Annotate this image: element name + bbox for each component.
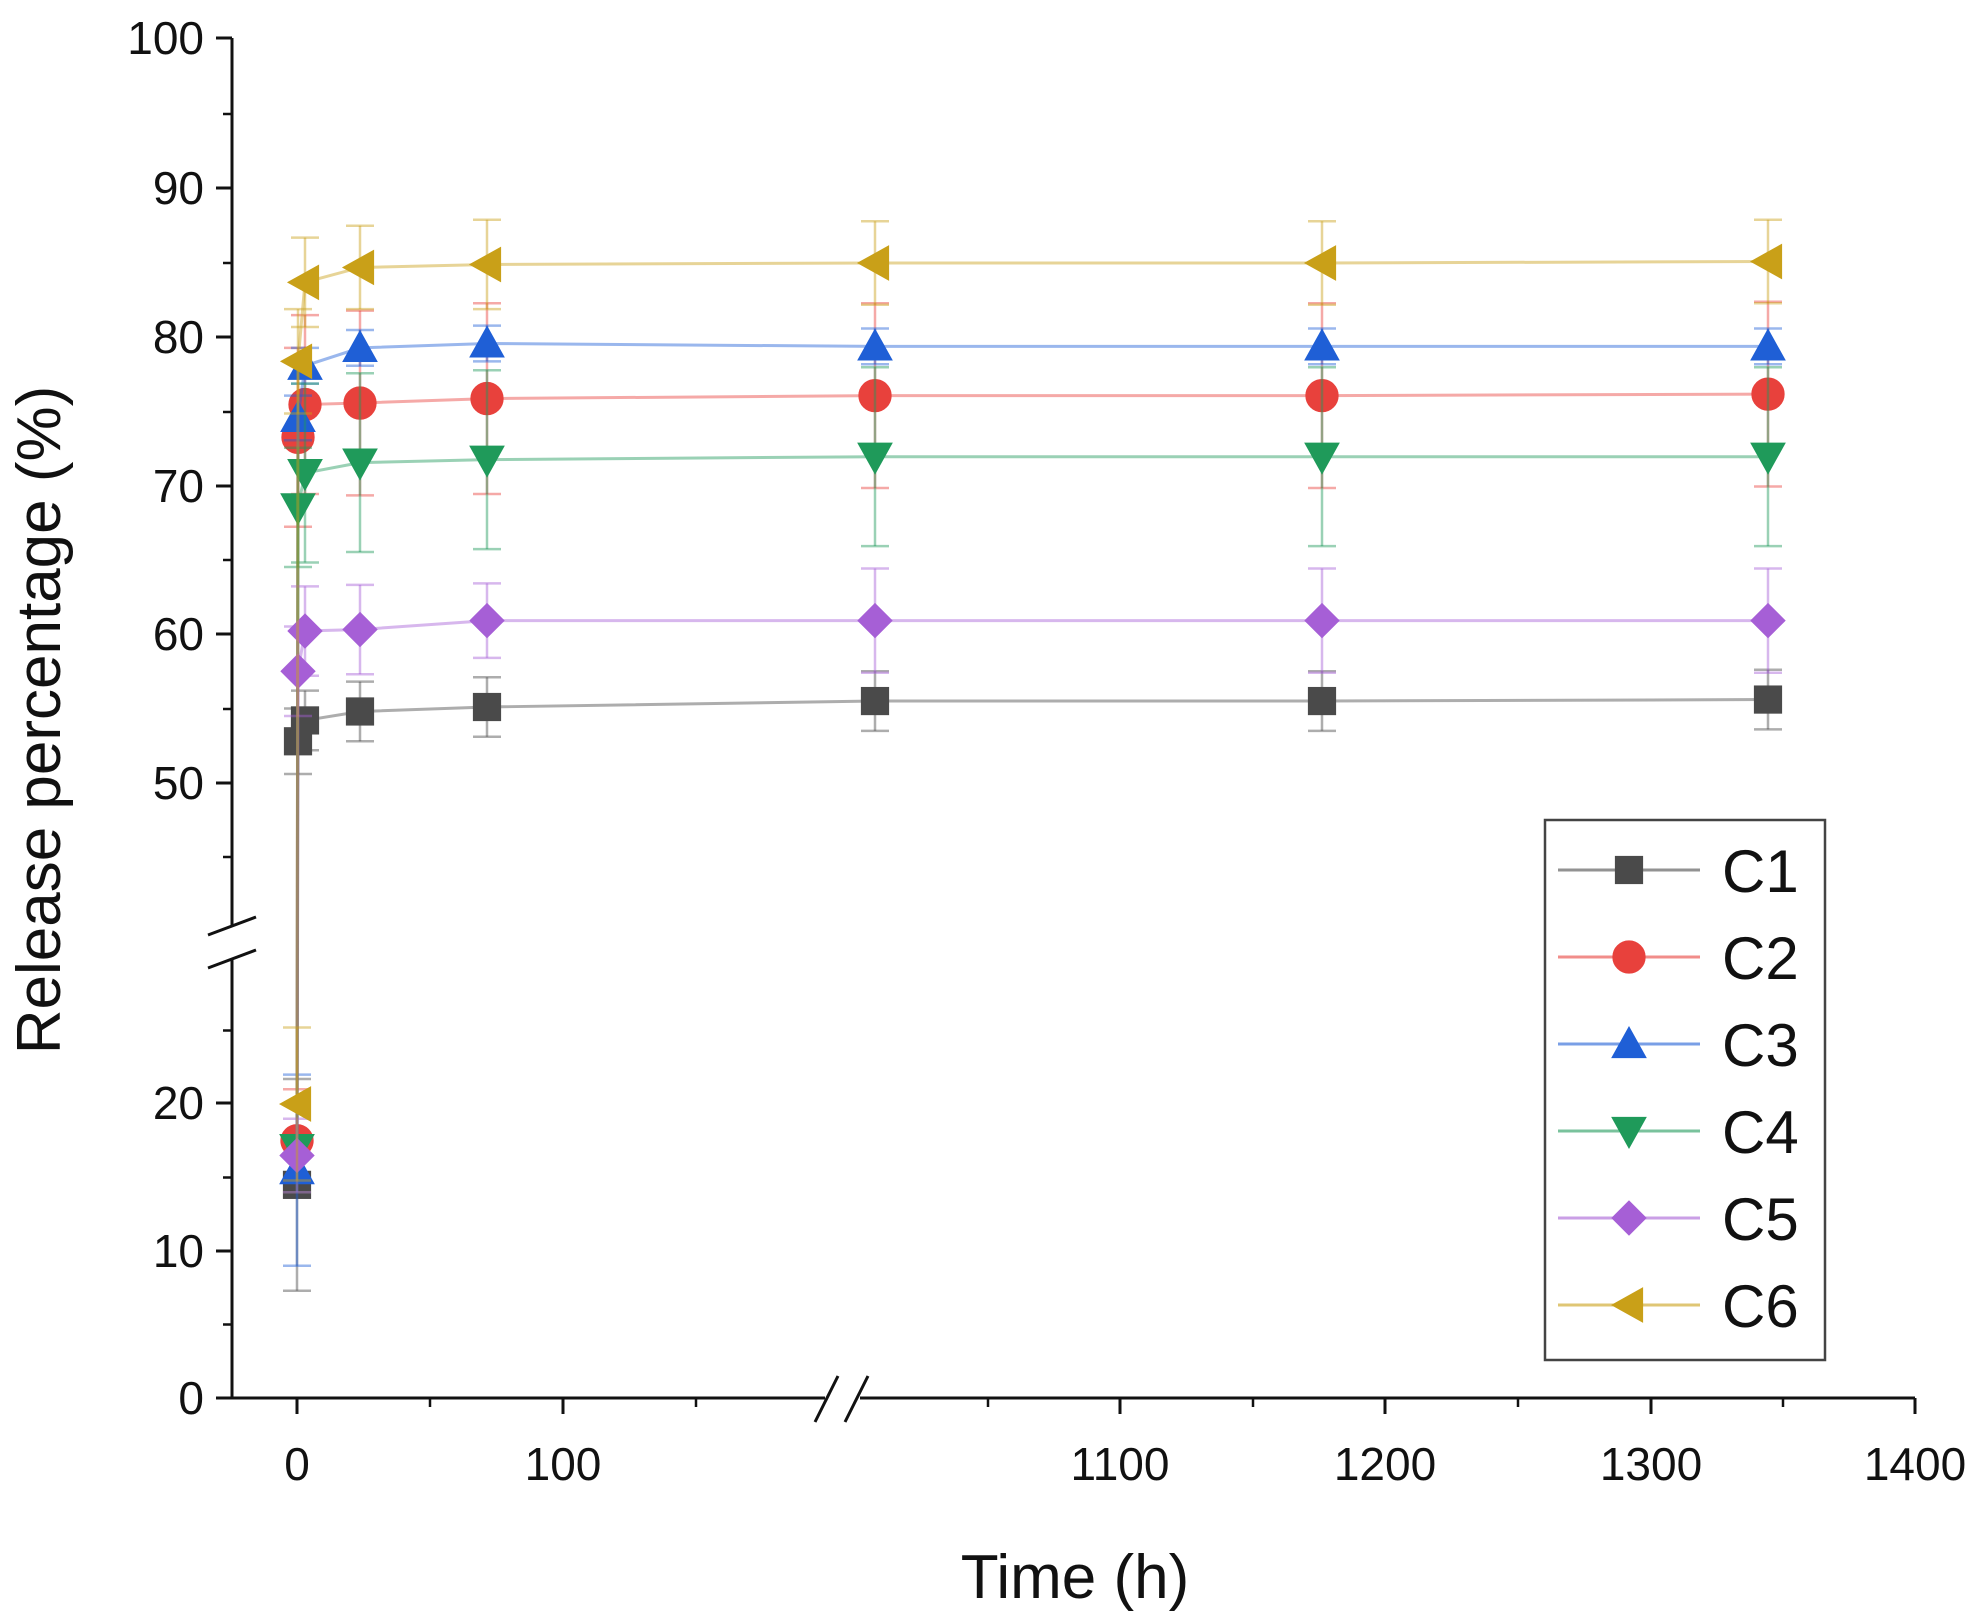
data-point [342, 329, 378, 363]
legend: C1 C2 C3 C4 C5 C6 [1543, 818, 1827, 1362]
series-c6 [278, 218, 1783, 1182]
series-c1 [282, 668, 1783, 1292]
x-tick-label: 1300 [1600, 1438, 1702, 1490]
series-c4 [279, 366, 1786, 1194]
y-tick-label: 90 [153, 162, 204, 214]
axes [230, 38, 1915, 1400]
legend-label: C2 [1722, 925, 1799, 992]
y-break-slash-1 [207, 915, 257, 937]
data-point [290, 706, 320, 735]
y-tick-label: 70 [153, 460, 204, 512]
y-tick-label: 50 [153, 757, 204, 809]
data-point [343, 386, 377, 420]
data-point [469, 325, 505, 358]
data-point [1753, 685, 1783, 714]
legend-marker [1610, 1287, 1644, 1323]
data-point [1304, 328, 1340, 361]
data-point [1305, 378, 1339, 413]
y-axis-title: Release percentage (%) [5, 386, 74, 1055]
data-point [469, 602, 505, 639]
data-point [279, 343, 313, 380]
data-point [280, 493, 316, 526]
data-point [278, 1086, 312, 1122]
data-point [469, 445, 505, 478]
x-tick-label: 1100 [1071, 1438, 1170, 1490]
data-point [860, 686, 890, 716]
legend-marker [1611, 1116, 1647, 1150]
axis-ticks: 0 10 20 50 60 70 80 90 100 0 100 1100 1200 1300 1400 [127, 12, 1966, 1490]
data-point [857, 442, 893, 475]
legend-item-c4: C4 [1558, 1099, 1799, 1166]
data-point [287, 458, 323, 492]
legend-item-c1: C1 [1558, 838, 1799, 905]
legend-label: C1 [1722, 838, 1799, 905]
data-point [341, 249, 375, 286]
legend-item-c3: C3 [1558, 1012, 1799, 1079]
legend-marker [1612, 940, 1646, 974]
data-point [858, 378, 892, 413]
data-point [1303, 245, 1337, 281]
y-break-slash-2 [207, 948, 257, 970]
data-point [342, 448, 378, 481]
data-point [280, 653, 316, 689]
y-tick-label: 0 [178, 1372, 204, 1424]
series-layer [278, 218, 1786, 1292]
y-tick-label: 80 [153, 311, 204, 363]
data-point [345, 697, 375, 726]
legend-label: C4 [1722, 1099, 1799, 1166]
data-point [342, 611, 378, 648]
x-axis-break-marks [813, 1375, 870, 1423]
data-point [286, 264, 320, 301]
data-point [1307, 686, 1337, 716]
x-tick-label: 1400 [1864, 1438, 1966, 1490]
data-point [468, 246, 502, 283]
legend-label: C5 [1722, 1186, 1799, 1253]
data-point [1304, 442, 1340, 475]
data-point [856, 245, 890, 281]
data-point [1304, 602, 1340, 639]
data-point [472, 692, 502, 722]
y-tick-label: 100 [127, 12, 204, 64]
legend-item-c6: C6 [1558, 1273, 1799, 1340]
legend-marker [1611, 1200, 1647, 1236]
legend-marker [1614, 855, 1644, 885]
legend-label: C6 [1722, 1273, 1799, 1340]
y-tick-label: 10 [153, 1225, 204, 1277]
legend-marker [1611, 1025, 1647, 1059]
x-break-slash-1 [813, 1375, 840, 1423]
y-axis-break-marks [207, 915, 257, 970]
data-point [279, 1137, 315, 1174]
y-tick-label: 60 [153, 608, 204, 660]
data-point [1750, 328, 1786, 361]
data-point [857, 328, 893, 361]
legend-box [1543, 818, 1827, 1362]
data-point [1750, 442, 1786, 475]
x-tick-label: 1200 [1334, 1438, 1436, 1490]
x-axis-title: Time (h) [961, 1543, 1189, 1612]
data-point [1749, 243, 1783, 280]
data-point [287, 613, 323, 649]
data-point [280, 399, 316, 433]
data-point [1751, 377, 1785, 411]
data-point [1750, 602, 1786, 639]
legend-label: C3 [1722, 1012, 1799, 1079]
data-point [470, 381, 504, 416]
x-break-slash-2 [843, 1375, 870, 1423]
series-line [295, 260, 1769, 1105]
legend-item-c5: C5 [1558, 1186, 1799, 1253]
data-point [857, 602, 893, 639]
x-tick-label: 0 [284, 1438, 310, 1490]
legend-item-c2: C2 [1558, 925, 1799, 992]
x-tick-label: 100 [525, 1438, 602, 1490]
y-tick-label: 20 [153, 1077, 204, 1129]
